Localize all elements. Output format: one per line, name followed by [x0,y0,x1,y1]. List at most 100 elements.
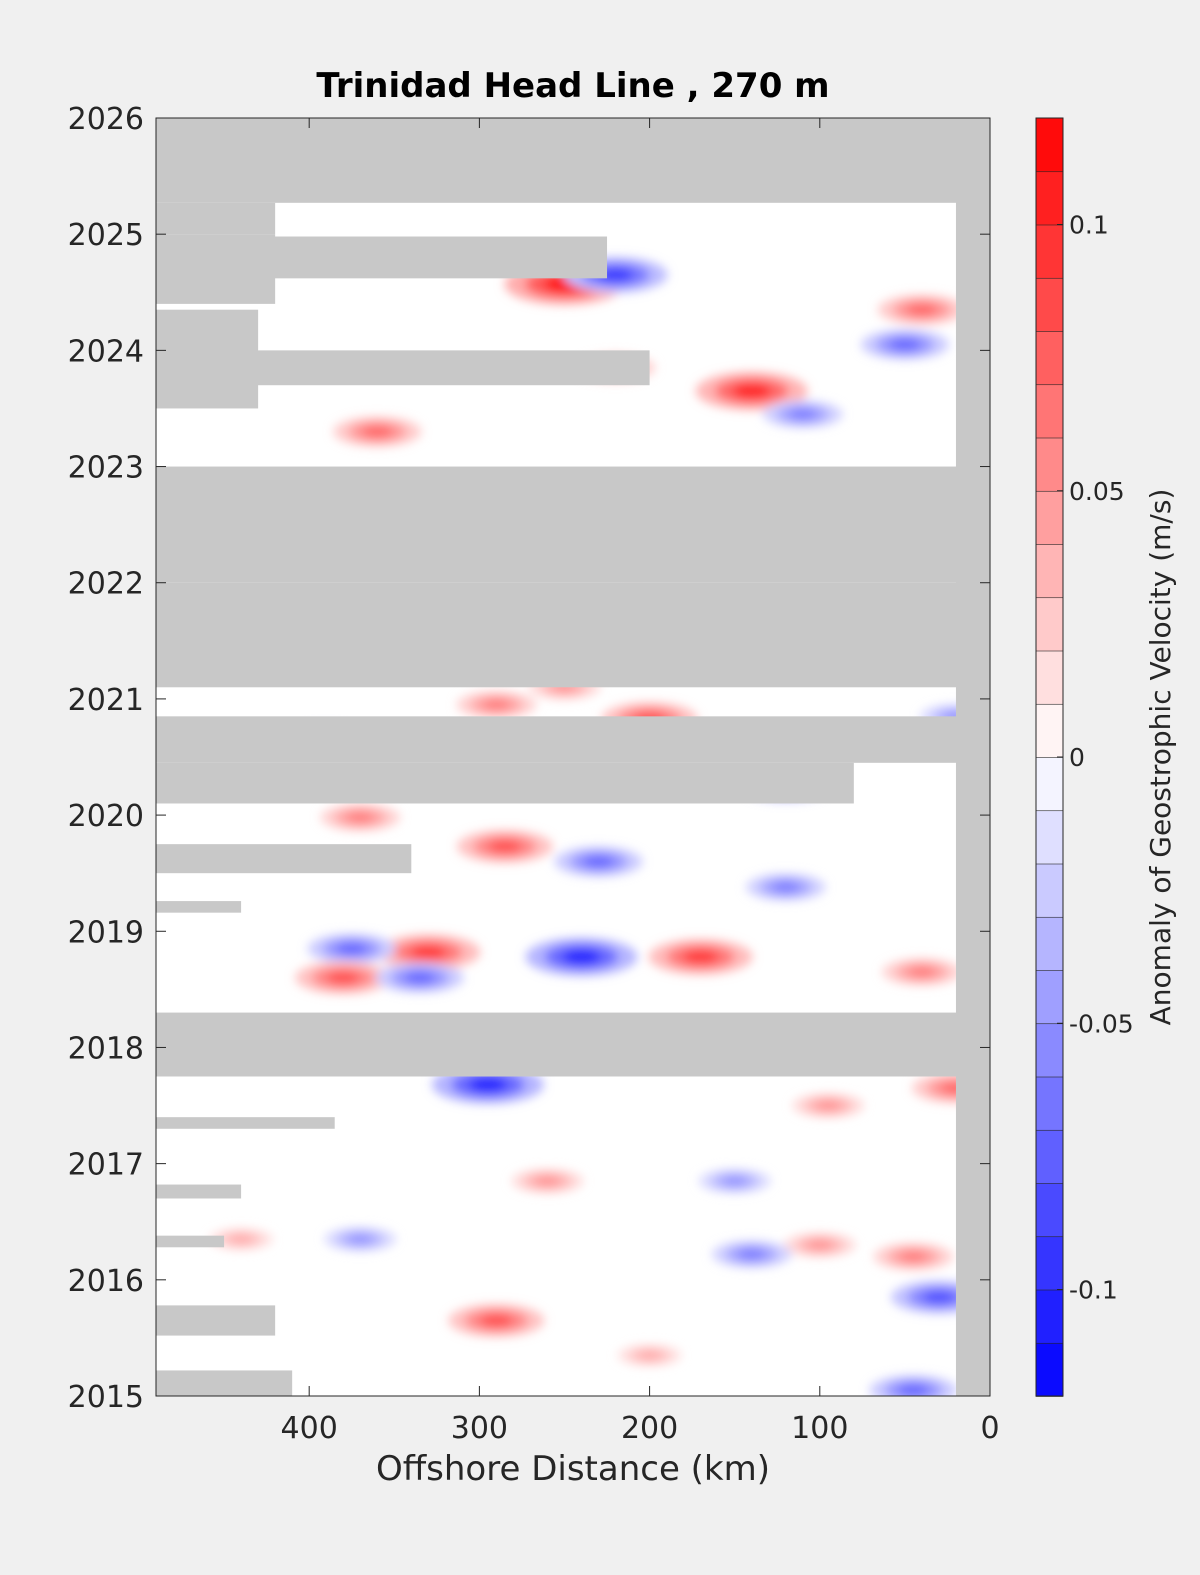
anomaly-core [815,1100,841,1111]
x-tick-label: 300 [451,1411,508,1446]
colorbar-cell [1035,596,1064,652]
anomaly-core [889,338,921,351]
colorbar-cell [1035,969,1064,1025]
chart-title: Trinidad Head Line , 270 m [316,66,829,106]
y-tick-label: 2023 [68,451,144,486]
anomaly-core [722,1176,748,1187]
missing-band [156,901,242,913]
missing-band [156,844,412,874]
colorbar: -0.1 -0.05 0 0.05 0.1 Anomaly of Geostrophic… [1035,117,1177,1397]
anomaly-core [362,425,393,438]
plot-frame [155,117,991,1397]
x-tick-label: 0 [980,1411,999,1446]
colorbar-tick-label: 0.05 [1069,477,1125,506]
y-tick-label: 2025 [68,218,144,253]
colorbar-tick-label: -0.05 [1069,1009,1134,1038]
missing-band [156,716,990,763]
missing-band [156,1235,225,1248]
colorbar-cell [1035,1182,1064,1238]
missing-band [156,1370,293,1396]
x-axis-ticks: 400 300 200 100 0 [281,118,1000,1446]
y-tick-label: 2021 [68,683,144,718]
anomaly-core [346,811,374,823]
anomaly-core [326,971,360,985]
colorbar-cell [1035,117,1064,173]
y-tick-label: 2026 [68,102,144,137]
plot-area: 400 300 200 100 0 20152016201720182019202020… [68,102,1000,1446]
y-tick-label: 2020 [68,799,144,834]
colorbar-cell [1035,863,1064,918]
missing-band [156,350,650,386]
colorbar-cell [1035,437,1064,492]
anomaly-core [906,303,938,316]
missing-band [156,1305,276,1336]
colorbar-cell [1035,1129,1064,1184]
anomaly-core [682,949,719,964]
colorbar-cell [1035,383,1064,439]
colorbar-cell [1035,1235,1064,1291]
missing-band [955,118,990,1396]
anomaly-core [583,855,614,868]
missing-data-layer [156,118,990,1396]
colorbar-cell [1035,543,1064,599]
y-tick-label: 2019 [68,915,144,950]
colorbar-cell [1035,277,1064,332]
missing-band [156,582,990,688]
colorbar-cell [1035,224,1064,279]
anomaly-core [488,839,522,854]
anomaly-core [789,408,817,420]
anomaly-core [535,1176,560,1187]
x-tick-label: 400 [281,1411,338,1446]
colorbar-cell [1035,170,1064,226]
colorbar-tick-label: 0.1 [1069,211,1109,240]
anomaly-core [347,1234,373,1245]
colorbar-cell [1035,1022,1064,1078]
anomaly-core [482,699,511,711]
colorbar-cell [1035,1289,1064,1344]
colorbar-label: Anomaly of Geostrophic Velocity (m/s) [1144,489,1177,1026]
anomaly-core [468,1076,508,1093]
anomaly-core [230,1234,253,1244]
x-tick-label: 200 [621,1411,678,1446]
missing-band [156,1117,335,1129]
anomaly-core [732,383,771,399]
anomaly-core [908,966,936,978]
colorbar-cell [1035,703,1064,758]
anomaly-core [899,1251,928,1263]
colorbar-cell [1035,916,1064,971]
colorbar-tick-label: 0 [1069,743,1085,772]
anomaly-core [336,942,367,955]
colorbar-ticks: -0.1 -0.05 0 0.05 0.1 [1057,211,1134,1305]
anomaly-core [772,881,800,893]
y-tick-label: 2016 [68,1264,144,1299]
x-axis-label: Offshore Distance (km) [376,1449,770,1489]
y-tick-label: 2018 [68,1031,144,1066]
colorbar-cell [1035,809,1064,865]
missing-band [156,118,990,203]
y-axis-ticks: 2015 2016 2017 2018 2019 2020 2021 2022 2023 2024… [68,102,990,1415]
y-tick-label: 2022 [68,567,144,602]
y-tick-label: 2015 [68,1380,144,1415]
anomaly-core [404,971,435,984]
y-tick-label: 2024 [68,334,144,369]
missing-band [156,202,276,235]
missing-band [156,1184,242,1199]
anomaly-core [737,1248,766,1260]
anomaly-core [898,1384,929,1396]
y-tick-label: 2017 [68,1148,144,1183]
colorbar-cell [1035,330,1064,386]
anomaly-core [638,1350,661,1360]
missing-band [156,466,990,583]
anomaly-core [922,1290,956,1304]
colorbar-cell [1035,756,1064,812]
anomaly-core [807,1240,833,1250]
anomaly-core [479,1313,513,1328]
x-tick-label: 100 [791,1411,848,1446]
colorbar-cell [1035,1076,1064,1131]
colorbar-cell [1035,490,1064,545]
colorbar-tick-label: -0.1 [1069,1276,1118,1305]
colorbar-cell [1035,650,1064,705]
colorbar-cell [1035,1342,1064,1397]
anomaly-core [410,945,447,960]
